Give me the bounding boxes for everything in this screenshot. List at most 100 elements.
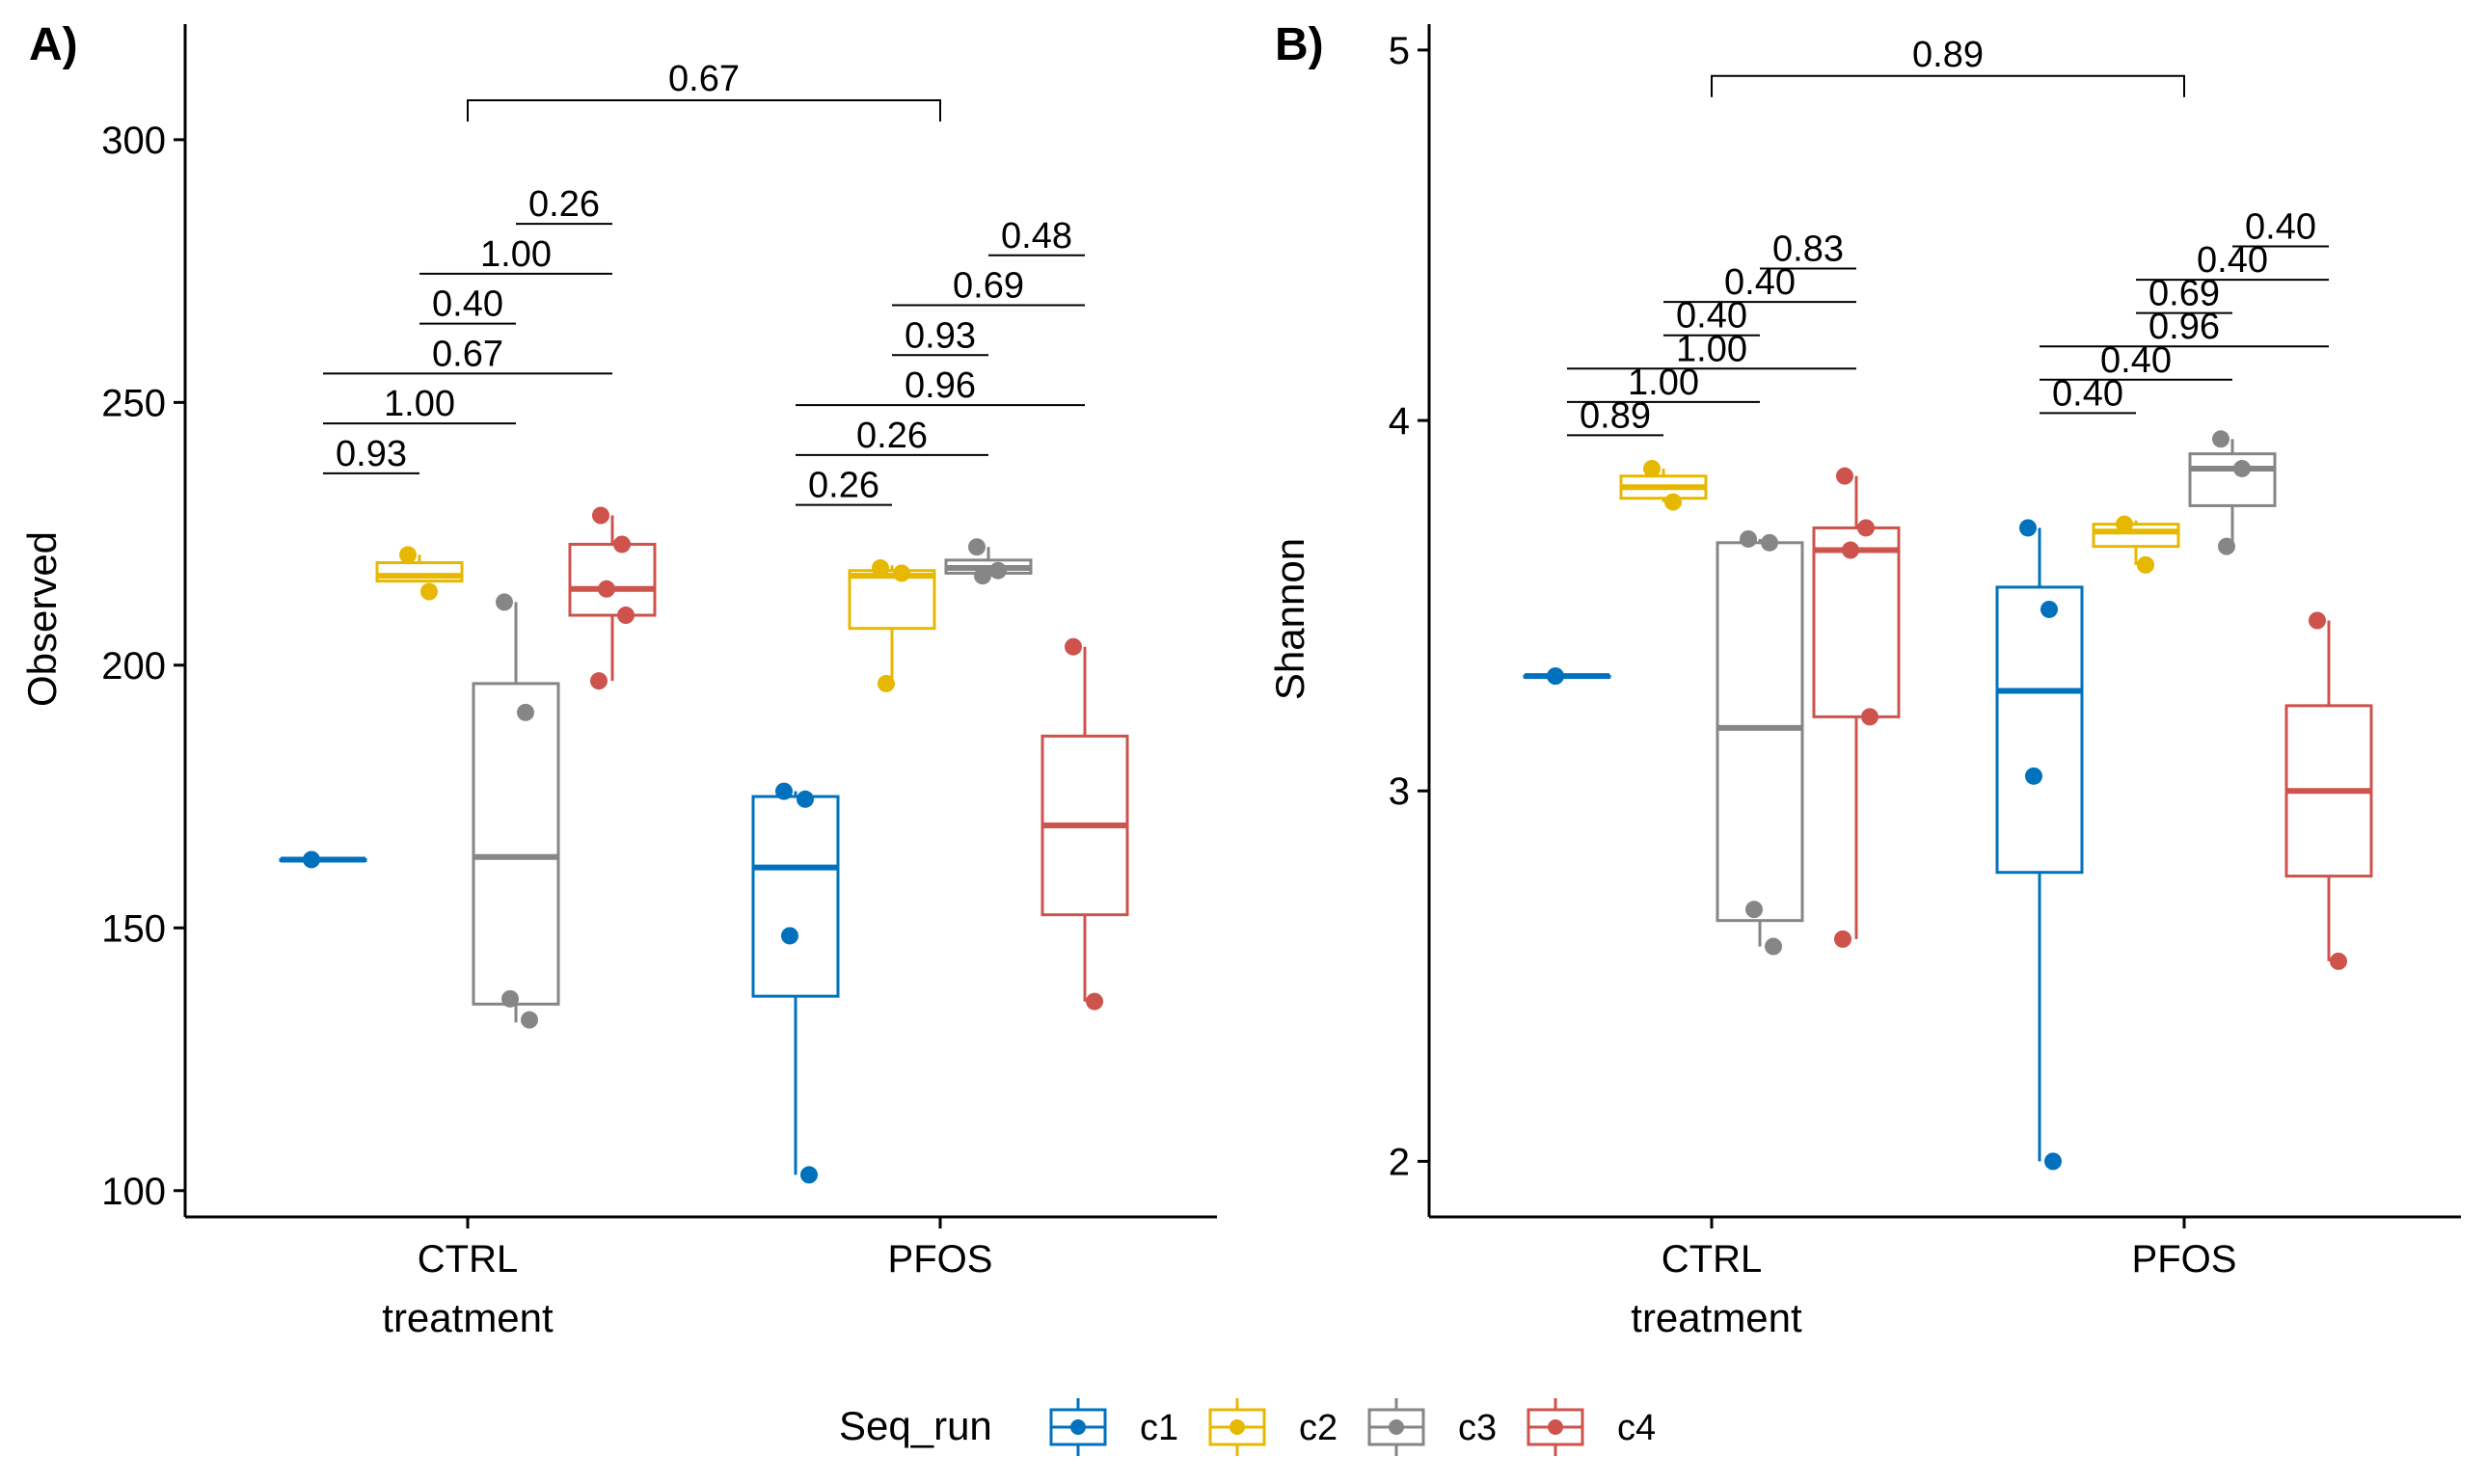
legend-items: c1 c2 c3 c4 [1049,1398,1656,1456]
panel-b-comparison-pvalue: 0.40 [2245,206,2316,247]
data-point [781,927,798,945]
panel-a: A) 100 150 200 250 300 CTRL PFOS 0.93 1.00 0.67 0.… [19,19,1217,1340]
panel-a-plot: 100 150 200 250 300 CTRL PFOS 0.93 1.00 0.67 0.40 1… [101,24,1217,1281]
legend-item-c1: c1 [1049,1398,1178,1456]
box-body [2092,523,2180,549]
box-body [472,682,560,1006]
panel-a-comparison-pvalue: 0.26 [856,416,928,456]
data-point [1740,529,1757,548]
data-point [2330,952,2347,970]
panel-a-x-axis-title: treatment [382,1295,554,1340]
panel-a-box-pfos-c1 [751,782,840,1184]
box-body [2188,452,2277,507]
panel-a-comparison-pvalue: 0.26 [808,466,879,506]
data-point [1834,930,1851,948]
panel-b-comparison-pvalue: 0.83 [1772,229,1844,270]
panel-b-y-tick-label: 5 [1389,30,1410,72]
panel-b-y-tick-label: 4 [1389,400,1410,443]
box-body [751,795,840,998]
data-point [399,546,417,564]
data-point [2218,537,2235,555]
legend-key-point [1229,1419,1245,1435]
legend: Seq_run c1 c2 c3 c4 [839,1398,1656,1456]
panel-a-box-pfos-c3 [944,538,1033,585]
panel-a-comparison-pvalue: 0.96 [905,365,976,406]
data-point [1065,637,1082,656]
data-point [893,564,910,582]
panel-a-box-ctrl-c2 [375,546,464,601]
legend-key-point [1389,1419,1404,1435]
data-point [1842,541,1859,559]
legend-title: Seq_run [839,1403,992,1448]
panel-a-y-tick-label: 200 [101,645,166,688]
data-point [1745,901,1763,919]
panel-b-box-pfos-c3 [2188,430,2277,555]
panel-a-x-tick-label: CTRL [418,1238,518,1281]
panel-a-box-ctrl-c1 [279,850,367,869]
panel-a-box-ctrl-c4 [568,506,657,690]
data-point [2040,600,2058,618]
legend-item-label: c4 [1617,1408,1656,1448]
panel-a-box-pfos-c2 [848,559,936,692]
panel-a-comparison-pvalue: 0.48 [1001,216,1072,256]
data-point [1761,533,1778,552]
data-point [775,782,793,800]
panel-a-y-tick-label: 150 [101,907,166,950]
panel-b-box-ctrl-c1 [1523,667,1611,686]
panel-b-x-tick-label: PFOS [2132,1238,2237,1281]
data-point [1857,519,1875,537]
data-point [2044,1152,2062,1171]
panel-a-comparison-pvalue: 1.00 [480,234,552,275]
data-point [2019,519,2037,537]
data-point [968,538,986,556]
data-point [878,674,895,692]
data-point [598,580,615,598]
panel-a-comparison-pvalue: 0.40 [432,284,503,325]
panel-a-comparison-pvalue: 0.93 [905,315,976,356]
panel-a-y-tick-label: 250 [101,382,166,424]
data-point [974,567,991,585]
panel-a-box-ctrl-c3 [472,593,560,1029]
data-point [590,672,608,690]
panel-b-tag: B) [1275,19,1324,70]
panel-b-y-tick-label: 2 [1389,1141,1410,1183]
data-point [797,790,814,808]
data-point [617,607,635,625]
panel-b-box-pfos-c1 [1995,519,2084,1171]
legend-item-label: c2 [1299,1408,1338,1448]
panel-a-comparison-pvalue: 0.93 [336,434,407,474]
panel-a-y-tick-label: 100 [101,1171,166,1213]
legend-item-c4: c4 [1527,1398,1656,1456]
panel-b-box-pfos-c2 [2092,515,2180,574]
data-point [420,582,438,601]
data-point [1547,667,1564,686]
data-point [2233,459,2251,477]
data-point [2025,767,2042,785]
data-point [501,989,519,1008]
legend-key-point [1070,1419,1086,1435]
data-point [1836,467,1853,485]
data-point [1643,459,1661,477]
data-point [800,1166,818,1184]
panel-b-x-axis-title: treatment [1631,1295,1802,1340]
box-body [1812,526,1901,718]
box-body [1995,585,2084,875]
panel-a-comparison-pvalue: 1.00 [384,384,455,424]
panel-a-comparison-pvalue: 0.26 [528,184,600,225]
data-point [2212,430,2229,448]
panel-a-overall-bracket [467,99,941,122]
legend-item-label: c1 [1140,1408,1178,1448]
data-point [1664,493,1682,511]
panel-a-x-tick-label: PFOS [888,1238,993,1281]
box-body [568,542,657,617]
box-body [1716,541,1804,923]
box-body [848,569,936,631]
data-point [613,535,631,553]
data-point [989,561,1007,580]
panel-b-y-tick-label: 3 [1389,770,1410,813]
data-point [521,1011,538,1029]
data-point [517,703,534,721]
legend-item-c2: c2 [1208,1398,1338,1456]
